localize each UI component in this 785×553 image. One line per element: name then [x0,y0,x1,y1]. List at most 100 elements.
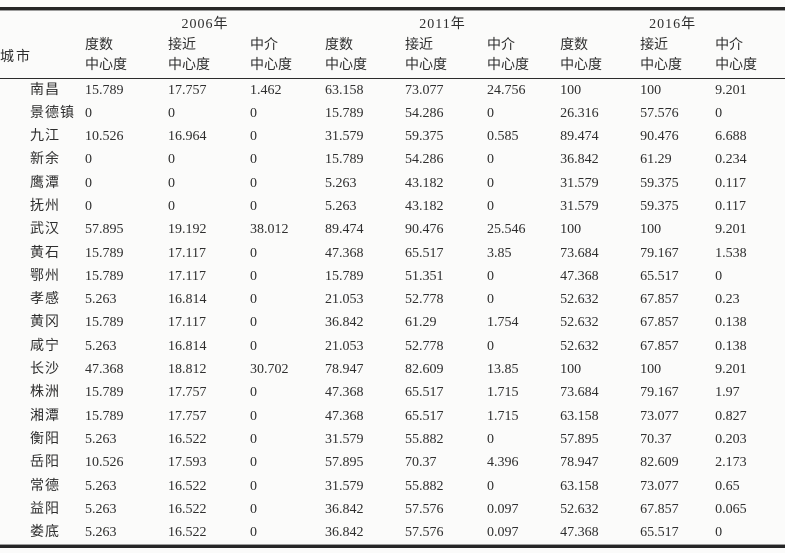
value-cell: 73.684 [560,385,599,401]
value-cell: 100 [560,362,582,378]
value-cell: 78.947 [325,362,364,378]
value-cell: 0 [250,501,257,517]
value-cell: 0 [168,152,175,168]
value-cell: 0 [85,175,92,191]
value-cell: 0.117 [715,198,747,214]
value-cell: 0 [250,198,257,214]
value-cell: 52.632 [560,292,599,308]
city-cell: 鹰潭 [30,175,60,191]
table-row: 株洲 15.789 17.757 0 47.368 65.517 1.715 73.684 79… [0,381,785,404]
col-header-betweenness-2011: 中介 中心度 [487,35,561,79]
value-cell: 0 [487,105,495,121]
col-header-betweenness-2016: 中介 中心度 [715,35,785,79]
year-header-2016: 2016年 [649,17,697,32]
table-row: 黄石 15.789 17.117 0 47.368 65.517 3.85 73.684 79.… [0,242,785,265]
value-cell: 30.702 [250,362,289,378]
value-cell: 1.462 [250,82,282,98]
value-cell: 57.576 [405,501,444,517]
city-cell: 武汉 [30,222,60,238]
city-cell: 岳阳 [30,455,60,471]
value-cell: 15.789 [325,152,364,168]
value-cell: 52.632 [560,501,599,517]
table-body: 南昌 15.789 17.757 1.462 63.158 73.077 24.756 100… [0,78,785,544]
value-cell: 0.827 [715,408,747,424]
value-cell: 82.609 [405,362,444,378]
table-bottom-rule [0,544,785,549]
value-cell: 55.882 [405,478,444,494]
value-cell: 38.012 [250,222,289,238]
year-header-row: 2006年 2011年 2016年 [0,11,785,35]
value-cell: 61.29 [640,152,672,168]
value-cell: 0 [250,338,257,354]
value-cell: 63.158 [560,478,599,494]
value-cell: 78.947 [560,455,599,471]
value-cell: 21.053 [325,338,364,354]
city-cell: 景德镇 [30,105,75,121]
value-cell: 67.857 [640,501,679,517]
value-cell: 79.167 [640,245,679,261]
value-cell: 0 [168,175,175,191]
value-cell: 17.757 [168,408,207,424]
value-cell: 0.117 [715,175,747,191]
value-cell: 90.476 [405,222,444,238]
value-cell: 36.842 [560,152,599,168]
value-cell: 5.263 [325,175,357,191]
value-cell: 17.593 [168,455,207,471]
value-cell: 0 [487,292,495,308]
value-cell: 15.789 [85,315,124,331]
table-row: 九江 10.526 16.964 0 31.579 59.375 0.585 89.474 90… [0,125,785,148]
value-cell: 52.632 [560,338,599,354]
value-cell: 0 [250,152,257,168]
city-column-header: 城市 [0,35,85,79]
value-cell: 100 [640,82,662,98]
value-cell: 73.077 [640,478,679,494]
value-cell: 17.117 [168,315,206,331]
table-top-rule [0,7,785,11]
city-cell: 常德 [30,478,60,494]
value-cell: 63.158 [325,82,364,98]
value-cell: 16.964 [168,129,207,145]
value-cell: 0 [487,175,495,191]
table-row: 衡阳 5.263 16.522 0 31.579 55.882 0 57.895 70.37 0.… [0,428,785,451]
value-cell: 15.789 [325,105,364,121]
value-cell: 0.65 [715,478,740,494]
value-cell: 0.097 [487,525,519,541]
table-row: 新余 0 0 0 15.789 54.286 0 36.842 61.29 0.234 [0,148,785,171]
corner-spacer [0,11,85,35]
value-cell: 2.173 [715,455,747,471]
value-cell: 0.23 [715,292,740,308]
value-cell: 100 [560,222,582,238]
value-cell: 51.351 [405,268,444,284]
city-cell: 九江 [30,129,60,145]
value-cell: 13.85 [487,362,519,378]
value-cell: 16.814 [168,338,207,354]
value-cell: 1.715 [487,408,519,424]
value-cell: 0 [487,152,495,168]
value-cell: 47.368 [560,525,599,541]
value-cell: 0.138 [715,315,747,331]
value-cell: 5.263 [85,501,117,517]
value-cell: 15.789 [85,245,124,261]
city-cell: 鄂州 [30,268,60,284]
value-cell: 36.842 [325,501,364,517]
value-cell: 65.517 [640,525,679,541]
value-cell: 73.077 [640,408,679,424]
year-header-2006: 2006年 [181,17,229,32]
value-cell: 5.263 [85,338,117,354]
value-cell: 54.286 [405,152,444,168]
value-cell: 70.37 [405,455,437,471]
value-cell: 52.778 [405,338,444,354]
city-cell: 娄底 [30,525,60,541]
value-cell: 0 [250,268,257,284]
value-cell: 0 [85,152,92,168]
value-cell: 15.789 [325,268,364,284]
value-cell: 17.757 [168,82,207,98]
value-cell: 21.053 [325,292,364,308]
value-cell: 73.684 [560,245,599,261]
value-cell: 26.316 [560,105,599,121]
value-cell: 16.522 [168,501,207,517]
value-cell: 9.201 [715,222,747,238]
value-cell: 0 [715,268,723,284]
value-cell: 59.375 [640,175,679,191]
value-cell: 10.526 [85,455,124,471]
